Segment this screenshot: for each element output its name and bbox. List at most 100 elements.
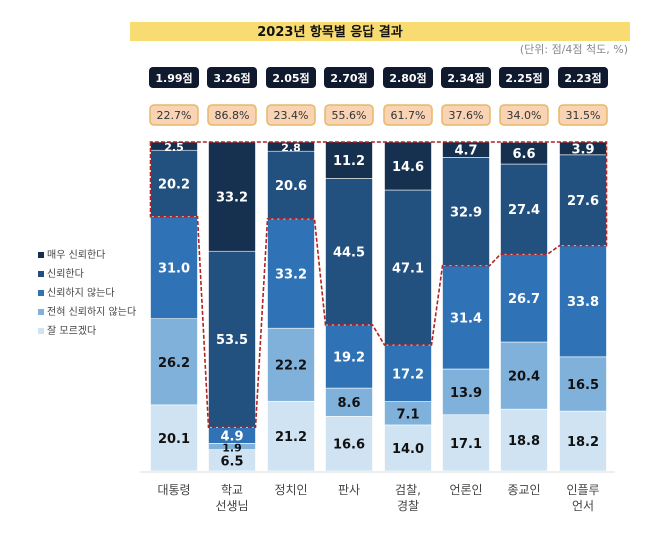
data-label: 33.2 (275, 268, 307, 283)
bar-segment (208, 250, 256, 428)
data-label: 32.9 (450, 206, 482, 221)
data-label: 33.8 (567, 295, 599, 310)
trust-percent-badge (324, 104, 374, 126)
score-label: 1.99점 (155, 71, 192, 85)
bar-segment (150, 216, 198, 319)
score-label: 3.26점 (213, 71, 250, 85)
legend-swatch (38, 252, 44, 258)
category-label: 인플루 (566, 483, 599, 497)
data-label: 3.9 (571, 142, 594, 157)
category-label: 언서 (572, 499, 594, 513)
legend-label: 매우 신뢰한다 (47, 249, 105, 261)
bar-segment (267, 327, 315, 402)
trust-percent-label: 61.7% (391, 109, 426, 122)
score-badge (149, 67, 199, 88)
data-label: 27.4 (508, 203, 540, 218)
trust-percent-label: 55.6% (332, 109, 367, 122)
data-label: 2.5 (164, 141, 184, 154)
data-label: 31.0 (158, 262, 190, 277)
score-badge (499, 67, 549, 88)
bar-segment (384, 344, 432, 402)
bar-segment (325, 141, 373, 179)
data-label: 18.2 (567, 435, 599, 450)
unit-note: (단위: 점/4점 척도, %) (520, 43, 628, 56)
data-label: 44.5 (333, 246, 365, 261)
data-label: 26.7 (508, 292, 540, 307)
score-label: 2.25점 (505, 71, 542, 85)
bar-segment (267, 218, 315, 329)
data-label: 31.4 (450, 311, 482, 326)
data-label: 47.1 (392, 262, 424, 277)
data-label: 33.2 (216, 191, 248, 206)
data-label: 8.6 (337, 396, 360, 411)
bar-segment (267, 141, 315, 152)
score-label: 2.34점 (447, 71, 484, 85)
category-label: 판사 (338, 483, 360, 497)
score-label: 2.05점 (272, 71, 309, 85)
data-label: 20.1 (158, 432, 190, 447)
data-label: 19.2 (333, 351, 365, 366)
legend-label: 전혀 신뢰하지 않는다 (47, 305, 136, 318)
trust-percent-badge (207, 104, 257, 126)
trust-percent-label: 23.4% (274, 109, 309, 122)
data-label: 20.4 (508, 370, 540, 385)
score-label: 2.70점 (330, 71, 367, 85)
bar-segment (442, 141, 490, 158)
score-badge (324, 67, 374, 88)
bar-segment (559, 410, 607, 472)
title-bar (130, 22, 630, 41)
data-label: 1.9 (222, 441, 242, 454)
category-label: 경찰 (397, 499, 419, 513)
data-label: 53.5 (216, 333, 248, 348)
bar-segment (442, 368, 490, 416)
data-label: 4.7 (454, 144, 477, 159)
bar-segment (442, 265, 490, 370)
score-badge (207, 67, 257, 88)
trust-percent-label: 86.8% (215, 109, 250, 122)
data-label: 14.6 (392, 160, 424, 175)
bar-segment (325, 324, 373, 389)
category-label: 종교인 (507, 483, 540, 497)
trust-highlight-outline (149, 141, 608, 429)
category-label: 검찰, (395, 483, 421, 497)
trust-percent-badge (149, 104, 199, 126)
data-label: 20.6 (275, 179, 307, 194)
bar-segment (267, 400, 315, 472)
legend-swatch (38, 290, 44, 296)
bar-segment (442, 157, 490, 267)
legend-label: 신뢰하지 않는다 (47, 286, 115, 299)
score-label: 2.23점 (564, 71, 601, 85)
data-label: 17.2 (392, 367, 424, 382)
data-label: 4.9 (220, 429, 243, 444)
legend-label: 신뢰한다 (47, 268, 84, 280)
bar-segment (325, 416, 373, 472)
bar-segment (325, 387, 373, 417)
data-label: 22.2 (275, 359, 307, 374)
bar-segment (500, 163, 548, 255)
bar-segment (150, 318, 198, 406)
data-label: 16.5 (567, 378, 599, 393)
bar-segment (384, 189, 432, 346)
bar-segment (208, 141, 256, 252)
category-label: 대통령 (157, 483, 190, 497)
bar-segment (384, 424, 432, 472)
data-label: 14.0 (392, 442, 424, 457)
bar-segment (325, 178, 373, 326)
trust-percent-badge (383, 104, 433, 126)
bar-segment (150, 149, 198, 217)
trust-percent-badge (266, 104, 316, 126)
data-label: 7.1 (396, 407, 419, 422)
bar-segment (559, 245, 607, 358)
score-badge (266, 67, 316, 88)
trust-percent-badge (499, 104, 549, 126)
trust-percent-badge (558, 104, 608, 126)
category-label: 학교 (221, 483, 243, 497)
data-label: 20.2 (158, 177, 190, 192)
trust-percent-badge (441, 104, 491, 126)
score-badge (441, 67, 491, 88)
data-label: 6.6 (512, 147, 535, 162)
trust-percent-label: 31.5% (566, 109, 601, 122)
data-label: 21.2 (275, 430, 307, 445)
